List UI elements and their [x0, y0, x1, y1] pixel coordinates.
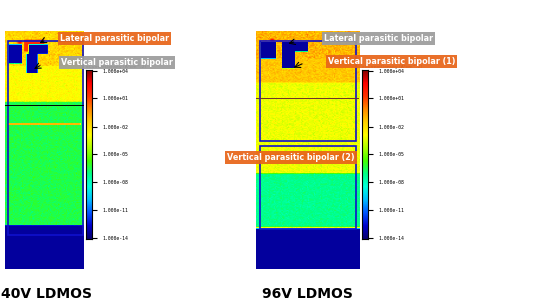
- Text: Vertical parasitic bipolar (1): Vertical parasitic bipolar (1): [328, 57, 455, 66]
- Text: Lateral parasitic bipolar: Lateral parasitic bipolar: [324, 34, 432, 43]
- Text: Vertical parasitic bipolar: Vertical parasitic bipolar: [61, 58, 173, 67]
- Text: 40V LDMOS: 40V LDMOS: [1, 287, 92, 301]
- Text: 96V LDMOS: 96V LDMOS: [262, 287, 353, 301]
- Bar: [260, 40, 356, 141]
- Text: eCurrentDensity (A*cm^-2): eCurrentDensity (A*cm^-2): [86, 65, 146, 69]
- Bar: [8, 40, 83, 236]
- Bar: [260, 146, 356, 229]
- Text: eCurrentDensity (A*cm^-2): eCurrentDensity (A*cm^-2): [362, 65, 422, 69]
- Text: Lateral parasitic bipolar: Lateral parasitic bipolar: [60, 34, 169, 43]
- Text: Vertical parasitic bipolar (2): Vertical parasitic bipolar (2): [227, 153, 355, 162]
